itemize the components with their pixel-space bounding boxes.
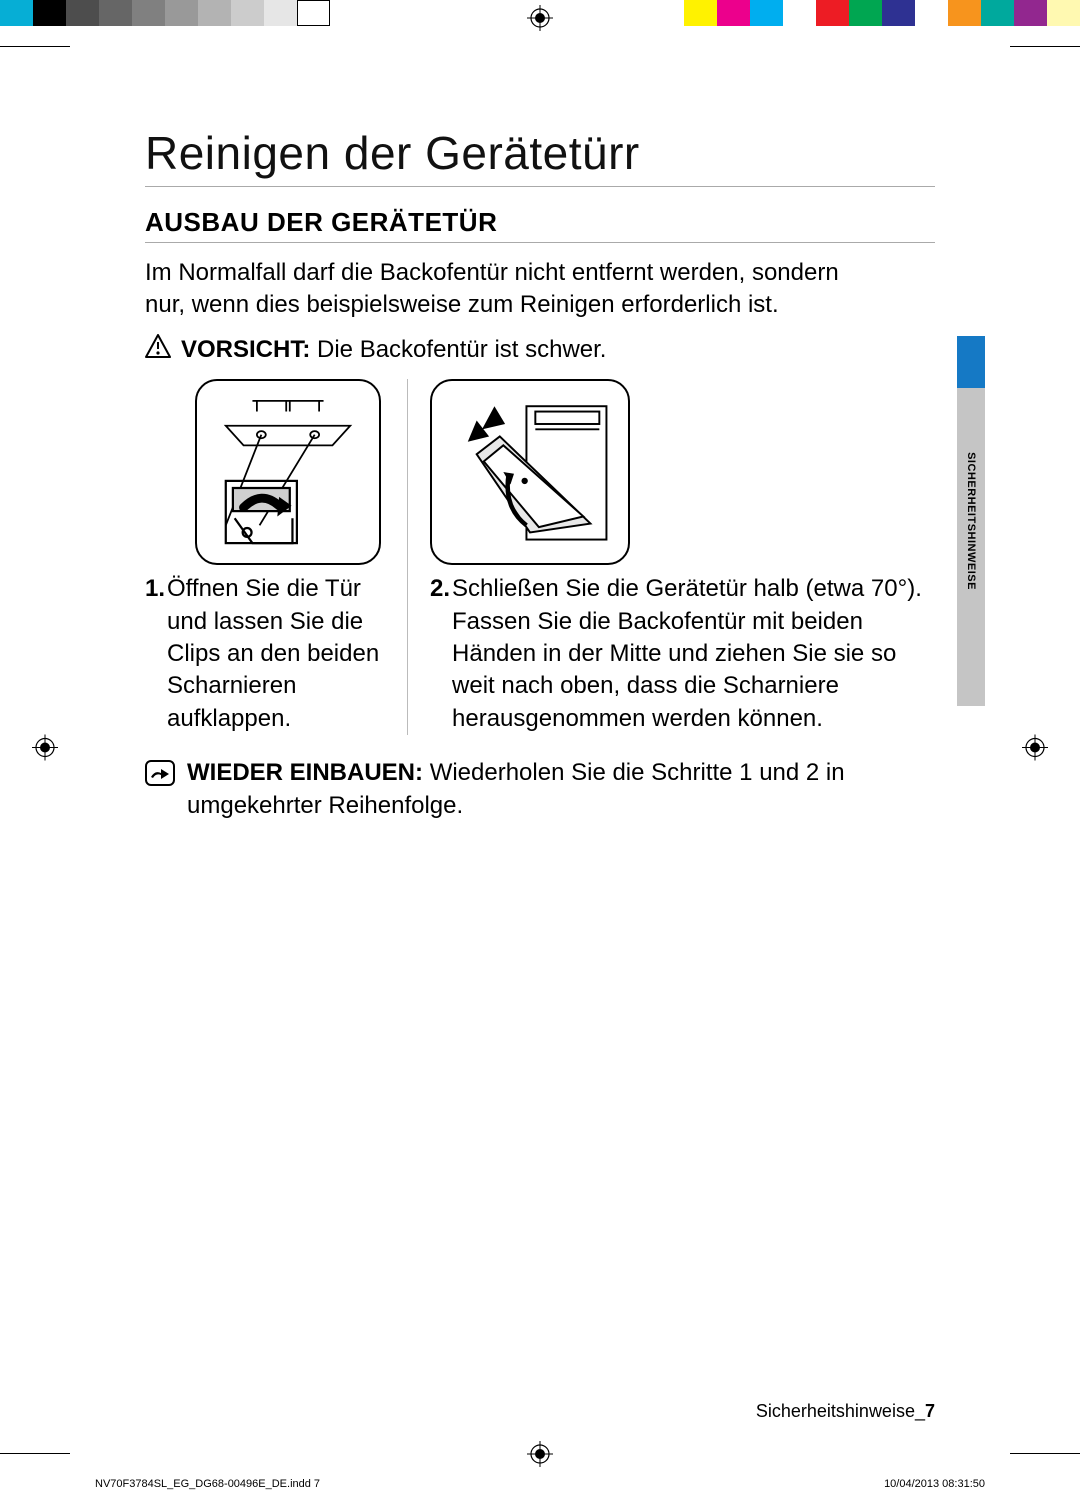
caution-label: VORSICHT: [181, 336, 310, 363]
step-1-number: 1. [145, 573, 165, 735]
page-content: Reinigen der Gerätetürr AUSBAU DER GERÄT… [95, 46, 985, 1454]
crop-mark [0, 46, 70, 47]
page-footer: Sicherheitshinweise_7 [756, 1401, 935, 1422]
step-1: 1. Öffnen Sie die Tür und lassen Sie die… [145, 379, 385, 735]
step-2: 2. Schließen Sie die Gerätetür halb (etw… [407, 379, 935, 735]
footer-page-number: 7 [925, 1401, 935, 1421]
step-2-figure [430, 379, 630, 565]
caution-line: VORSICHT: Die Backofentür ist schwer. [145, 334, 935, 367]
registration-mark-icon [32, 735, 58, 766]
page-title: Reinigen der Gerätetürr [145, 126, 935, 187]
side-tab: SICHERHEITSHINWEISE [957, 336, 985, 706]
intro-paragraph: Im Normalfall darf die Backofentür nicht… [145, 257, 865, 322]
side-tab-label: SICHERHEITSHINWEISE [965, 452, 977, 590]
registration-mark-icon [1022, 735, 1048, 766]
crop-mark [0, 1453, 70, 1454]
registration-mark-icon [527, 5, 553, 36]
print-file-name: NV70F3784SL_EG_DG68-00496E_DE.indd 7 [95, 1478, 320, 1490]
reinstall-label: WIEDER EINBAUEN: [187, 759, 423, 786]
step-1-figure [195, 379, 381, 565]
reinstall-note: WIEDER EINBAUEN: Wiederholen Sie die Sch… [145, 757, 935, 822]
step-2-text: Schließen Sie die Gerätetür halb (etwa 7… [452, 573, 935, 735]
footer-section: Sicherheitshinweise [756, 1401, 915, 1421]
note-icon [145, 760, 175, 786]
warning-icon [145, 334, 171, 367]
step-2-number: 2. [430, 573, 450, 735]
print-footer: NV70F3784SL_EG_DG68-00496E_DE.indd 7 10/… [95, 1478, 985, 1490]
print-timestamp: 10/04/2013 08:31:50 [884, 1478, 985, 1490]
crop-mark [1010, 1453, 1080, 1454]
step-1-text: Öffnen Sie die Tür und lassen Sie die Cl… [167, 573, 385, 735]
section-heading: AUSBAU DER GERÄTETÜR [145, 207, 935, 243]
crop-mark [1010, 46, 1080, 47]
steps-row: 1. Öffnen Sie die Tür und lassen Sie die… [145, 379, 935, 735]
caution-text: Die Backofentür ist schwer. [317, 336, 606, 363]
